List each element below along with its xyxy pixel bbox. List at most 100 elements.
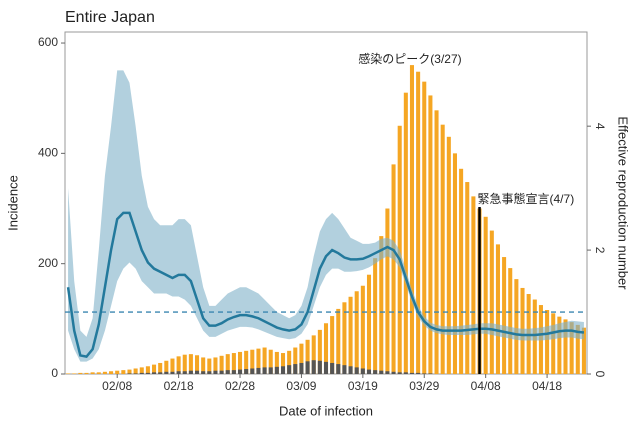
x-tick-label: 03/29 [409, 379, 439, 393]
bar [502, 257, 507, 374]
bar [182, 354, 187, 374]
bar [434, 110, 439, 374]
bar [323, 361, 329, 374]
bar [164, 371, 169, 374]
bar [342, 365, 347, 374]
bar [182, 371, 187, 374]
bar [299, 362, 304, 374]
x-tick-label: 04/08 [471, 379, 501, 393]
x-axis-label: Date of infection [279, 403, 373, 418]
y-tick-label: 200 [38, 256, 58, 270]
bar [201, 357, 206, 374]
bar [489, 230, 494, 374]
bar [207, 358, 212, 374]
bar [213, 370, 218, 374]
x-tick-label: 02/28 [225, 379, 255, 393]
bar [102, 371, 107, 374]
bar [354, 291, 359, 374]
bar [207, 371, 212, 374]
x-tick-label: 04/18 [532, 379, 562, 393]
bar [483, 216, 488, 374]
bar [145, 366, 150, 374]
bar [84, 372, 89, 374]
bar [127, 369, 132, 374]
bar [403, 372, 408, 374]
bar [305, 361, 310, 374]
bar [90, 372, 95, 374]
y2-tick-label: 2 [593, 247, 607, 254]
bar [366, 274, 372, 374]
bar [195, 370, 200, 374]
bar [78, 372, 83, 374]
bar [391, 164, 396, 374]
bar [428, 95, 433, 374]
bar [581, 327, 586, 374]
bar [287, 350, 292, 374]
bar [452, 153, 457, 374]
bar [164, 360, 169, 374]
bar [379, 370, 384, 374]
bar [287, 365, 292, 374]
bar [139, 372, 144, 374]
bar [231, 370, 236, 374]
bar [342, 302, 347, 374]
bar [311, 335, 316, 374]
bar [360, 368, 365, 374]
bar [379, 236, 384, 374]
bar [336, 364, 341, 374]
y2-axis-label: Effective reproduction number [616, 116, 631, 290]
bar [317, 360, 322, 374]
bar [72, 373, 77, 374]
bar [422, 81, 427, 374]
annotation: 緊急事態宣言(4/7) [478, 191, 575, 206]
bar [385, 208, 390, 374]
bar [336, 308, 341, 374]
bar [176, 371, 181, 374]
bar [231, 353, 236, 374]
y-tick-label: 400 [38, 146, 58, 160]
bar [268, 349, 273, 374]
bar [373, 370, 378, 374]
bar [385, 371, 390, 374]
bar [274, 366, 279, 374]
bar [575, 324, 580, 374]
bar [262, 367, 267, 374]
bar [317, 329, 322, 374]
y-axis-label: Incidence [5, 175, 20, 231]
bar [115, 370, 120, 374]
bar [219, 355, 224, 374]
bar [330, 362, 335, 374]
bar [256, 367, 261, 374]
bar [416, 71, 421, 374]
bar [428, 373, 433, 374]
bar [397, 372, 402, 374]
bar [237, 351, 243, 374]
y2-tick-label: 4 [593, 123, 607, 130]
y2-tick-label: 0 [593, 371, 607, 378]
bar [416, 372, 421, 374]
bar [348, 366, 353, 374]
r-line [66, 211, 585, 359]
x-tick-label: 03/09 [286, 379, 316, 393]
bar [237, 369, 243, 374]
bar [274, 351, 279, 374]
bar [170, 371, 175, 374]
bar [152, 372, 157, 374]
bar [176, 356, 181, 374]
bar [262, 347, 267, 374]
bar [293, 347, 298, 374]
bar [219, 370, 224, 374]
bar [311, 360, 316, 374]
bar [244, 350, 249, 374]
bar [293, 364, 298, 374]
bar [354, 367, 359, 374]
bar [391, 371, 396, 374]
bar [373, 258, 378, 374]
bar [225, 370, 230, 374]
bar [133, 368, 138, 374]
bar [551, 313, 556, 374]
bar [188, 370, 193, 374]
bar [397, 125, 402, 374]
bar [139, 367, 144, 374]
